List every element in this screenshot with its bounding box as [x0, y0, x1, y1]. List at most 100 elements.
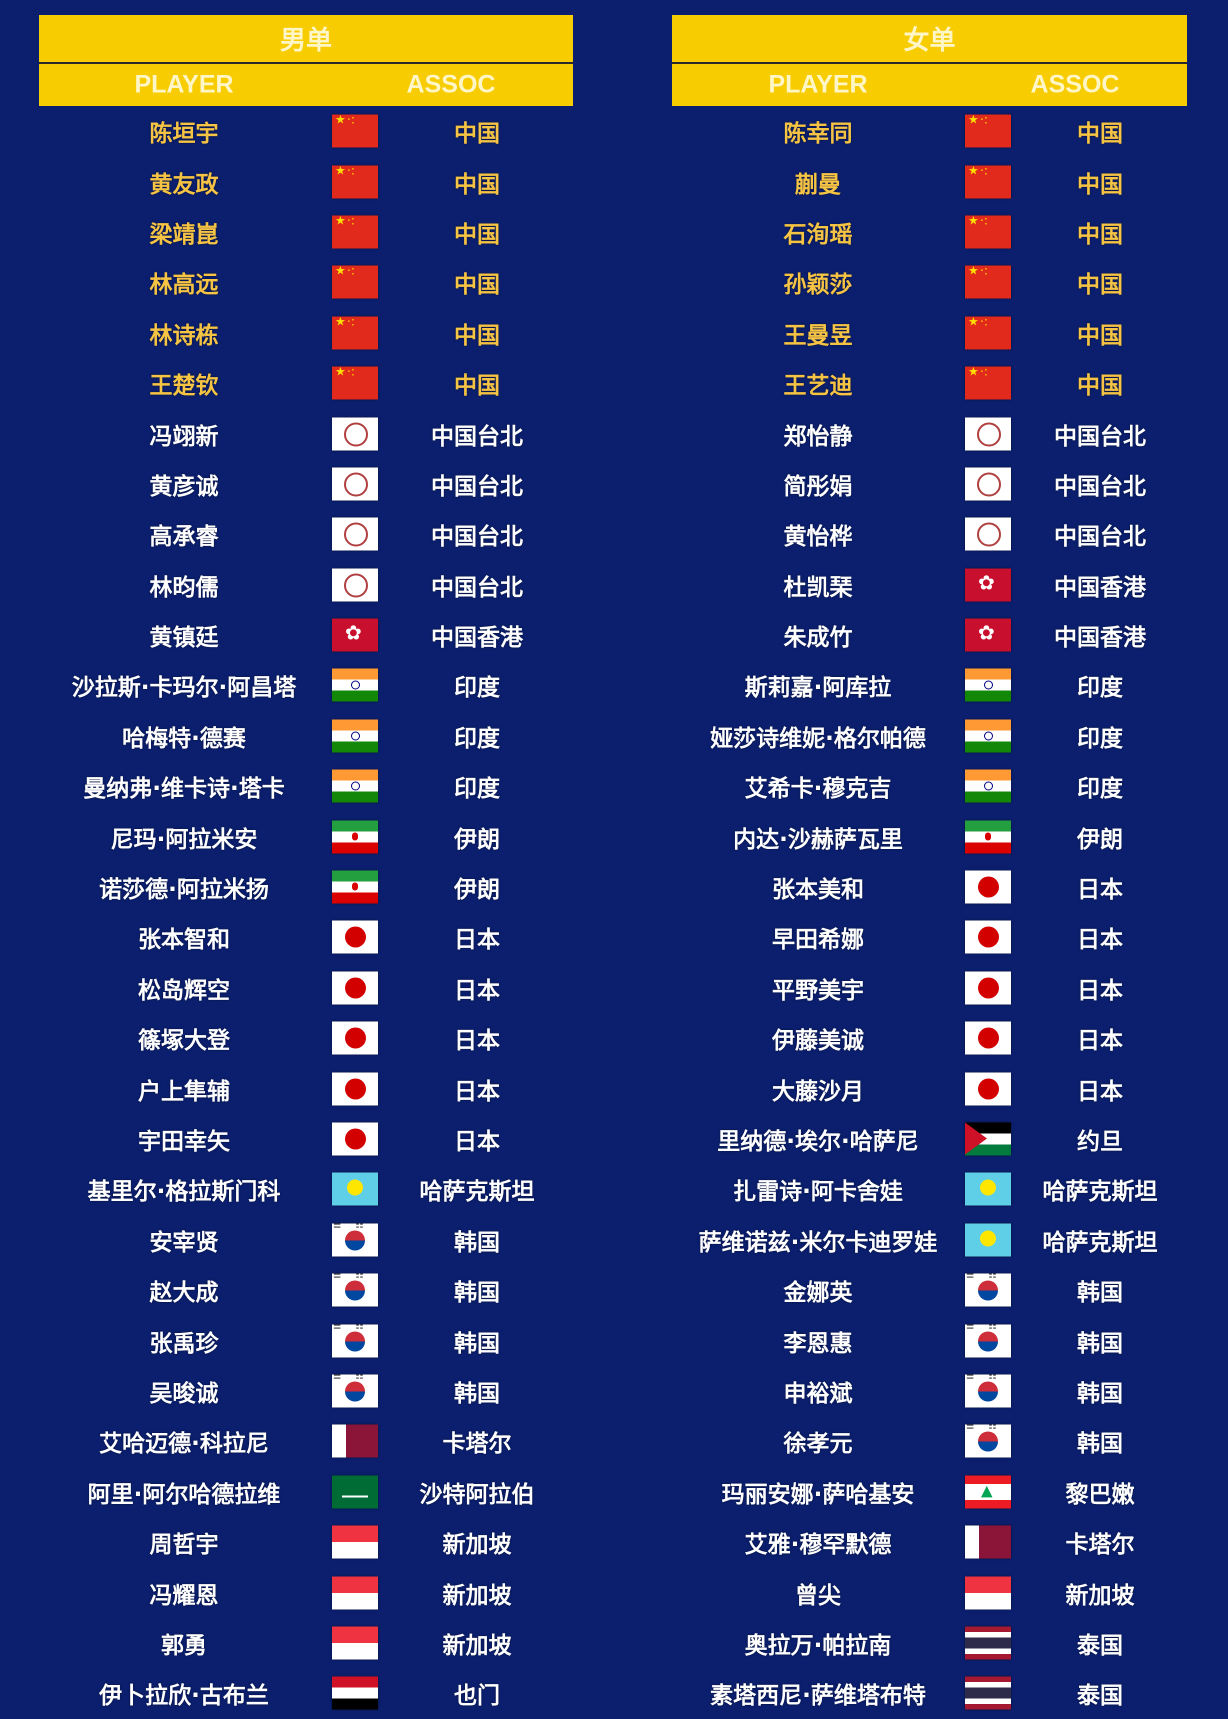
table-row: 艾哈迈德·科拉尼 卡塔尔 — [39, 1416, 573, 1466]
player-column-header: PLAYER — [768, 70, 868, 99]
player-assoc: 也门 — [454, 1683, 500, 1710]
flag-cn-icon — [332, 114, 378, 148]
player-name: 陈垣宇 — [149, 121, 219, 148]
flag-cn-icon — [332, 215, 378, 249]
table-row: 户上隼辅 日本 — [39, 1063, 573, 1113]
player-name: 林高远 — [149, 272, 219, 299]
player-assoc: 日本 — [1077, 1078, 1123, 1105]
player-name: 林诗栋 — [149, 322, 219, 349]
flag-ye-icon — [332, 1676, 378, 1710]
player-assoc: 卡塔尔 — [1065, 1532, 1135, 1559]
flag-kr-icon — [332, 1374, 378, 1408]
table-row: 阿里·阿尔哈德拉维 沙特阿拉伯 — [39, 1467, 573, 1517]
flag-lb-icon — [965, 1475, 1011, 1509]
player-assoc: 韩国 — [1077, 1431, 1123, 1458]
player-name: 孙颖莎 — [783, 272, 853, 299]
table-row: 黄彦诚 中国台北 — [39, 459, 573, 509]
table-row: 哈梅特·德赛 印度 — [39, 711, 573, 761]
player-name: 曾尖 — [795, 1582, 841, 1609]
flag-cn-icon — [965, 366, 1011, 400]
table-row: 内达·沙赫萨瓦里 伊朗 — [672, 811, 1187, 861]
flag-tpe-icon — [965, 517, 1011, 551]
table-row: 冯耀恩 新加坡 — [39, 1567, 573, 1617]
table-row: 张本美和 日本 — [672, 862, 1187, 912]
table-row: 沙拉斯·卡玛尔·阿昌塔 印度 — [39, 660, 573, 710]
player-assoc: 中国台北 — [431, 423, 523, 450]
player-name: 娅莎诗维妮·格尔帕德 — [710, 725, 926, 752]
player-assoc: 新加坡 — [442, 1632, 512, 1659]
flag-tpe-icon — [332, 568, 378, 602]
player-name: 平野美宇 — [772, 977, 864, 1004]
player-name: 早田希娜 — [772, 927, 864, 954]
flag-jp-icon — [332, 1072, 378, 1106]
table-row: 尼玛·阿拉米安 伊朗 — [39, 811, 573, 861]
player-name: 哈梅特·德赛 — [122, 725, 246, 752]
table-row: 斯莉嘉·阿库拉 印度 — [672, 660, 1187, 710]
flag-ir-icon — [332, 820, 378, 854]
flag-cn-icon — [332, 366, 378, 400]
table-row: 高承睿 中国台北 — [39, 509, 573, 559]
player-assoc: 中国 — [454, 171, 500, 198]
table-row: 赵大成 韩国 — [39, 1265, 573, 1315]
player-name: 里纳德·埃尔·哈萨尼 — [717, 1129, 919, 1155]
player-assoc: 日本 — [1077, 1028, 1123, 1055]
player-assoc: 伊朗 — [1077, 826, 1123, 853]
player-name: 艾希卡·穆克吉 — [744, 776, 892, 803]
table-row: 陈幸同 中国 — [672, 106, 1187, 156]
table-row: 篠塚大登 日本 — [39, 1013, 573, 1063]
player-name: 曼纳弗·维卡诗·塔卡 — [83, 776, 285, 803]
player-assoc: 中国 — [454, 322, 500, 349]
player-assoc: 泰国 — [1077, 1683, 1123, 1710]
table-row: 张禹珍 韩国 — [39, 1315, 573, 1365]
player-column-header: PLAYER — [134, 70, 234, 99]
player-name: 斯莉嘉·阿库拉 — [744, 675, 892, 702]
men-column-header: PLAYER ASSOC — [39, 64, 573, 106]
table-row: 陈垣宇 中国 — [39, 106, 573, 156]
player-name: 徐孝元 — [783, 1431, 853, 1458]
flag-cn-icon — [332, 316, 378, 350]
flag-cn-icon — [965, 114, 1011, 148]
table-row: 萨维诺兹·米尔卡迪罗娃 哈萨克斯坦 — [672, 1215, 1187, 1265]
flag-in-icon — [332, 769, 378, 803]
table-row: 玛丽安娜·萨哈基安 黎巴嫩 — [672, 1467, 1187, 1517]
table-row: 素塔西尼·萨维塔布特 泰国 — [672, 1668, 1187, 1718]
table-row: 周哲宇 新加坡 — [39, 1517, 573, 1567]
flag-th-icon — [965, 1676, 1011, 1710]
player-name: 素塔西尼·萨维塔布特 — [710, 1683, 926, 1710]
women-rows: 陈幸同中国蒯曼中国石洵瑶中国孙颖莎中国王曼昱中国王艺迪中国郑怡静中国台北简彤娟中… — [672, 106, 1187, 1719]
player-assoc: 日本 — [1077, 877, 1123, 904]
player-assoc: 中国香港 — [431, 625, 523, 652]
player-assoc: 中国台北 — [1054, 423, 1146, 450]
flag-jp-icon — [332, 1122, 378, 1156]
flag-ir-icon — [332, 870, 378, 904]
player-assoc: 中国 — [454, 373, 500, 400]
player-assoc: 日本 — [454, 1028, 500, 1055]
flag-sg-icon — [332, 1626, 378, 1660]
player-assoc: 中国台北 — [431, 524, 523, 551]
table-row: 吴晙诚 韩国 — [39, 1366, 573, 1416]
table-row: 蒯曼 中国 — [672, 156, 1187, 206]
flag-jp-icon — [965, 1021, 1011, 1055]
flag-sg-icon — [965, 1576, 1011, 1610]
table-row: 松岛辉空 日本 — [39, 963, 573, 1013]
flag-kr-icon — [332, 1223, 378, 1257]
table-row: 伊卜拉欣·古布兰 也门 — [39, 1668, 573, 1718]
player-assoc: 印度 — [454, 725, 500, 752]
table-row: 王楚钦 中国 — [39, 358, 573, 408]
flag-cn-icon — [965, 215, 1011, 249]
flag-in-icon — [965, 668, 1011, 702]
player-assoc: 卡塔尔 — [442, 1431, 512, 1458]
player-assoc: 中国台北 — [1054, 524, 1146, 551]
table-row: 金娜英 韩国 — [672, 1265, 1187, 1315]
player-name: 安宰贤 — [149, 1229, 219, 1256]
player-name: 林昀儒 — [149, 574, 219, 601]
player-assoc: 韩国 — [1077, 1380, 1123, 1407]
player-name: 沙拉斯·卡玛尔·阿昌塔 — [71, 675, 297, 702]
table-row: 娅莎诗维妮·格尔帕德 印度 — [672, 711, 1187, 761]
player-name: 尼玛·阿拉米安 — [110, 826, 258, 853]
player-name: 黄彦诚 — [149, 473, 219, 500]
player-name: 基里尔·格拉斯门科 — [87, 1179, 281, 1206]
table-row: 朱成竹 中国香港 — [672, 610, 1187, 660]
flag-cn-icon — [965, 316, 1011, 350]
flag-sg-icon — [332, 1525, 378, 1559]
